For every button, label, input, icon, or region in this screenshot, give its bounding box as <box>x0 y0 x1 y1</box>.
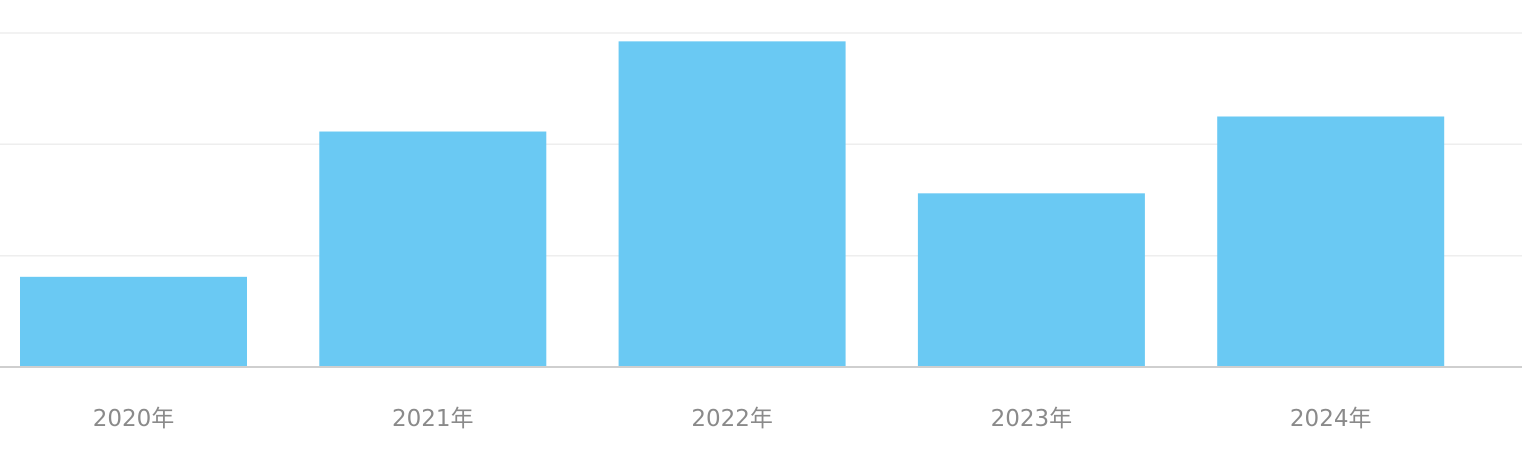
bar[interactable] <box>1217 116 1445 368</box>
x-tick-label: 2024年 <box>1290 406 1372 432</box>
bar[interactable] <box>319 131 547 367</box>
bar[interactable] <box>20 276 247 367</box>
x-tick-label: 2020年 <box>93 406 175 432</box>
x-tick-label: 2023年 <box>991 406 1073 432</box>
bars <box>20 41 1445 368</box>
bar[interactable] <box>917 193 1145 367</box>
x-tick-label: 2022年 <box>691 406 773 432</box>
bar[interactable] <box>618 41 846 367</box>
x-tick-labels: 2020年 2021年 2022年 2023年 2024年 <box>93 406 1372 432</box>
x-tick-label: 2021年 <box>392 406 474 432</box>
